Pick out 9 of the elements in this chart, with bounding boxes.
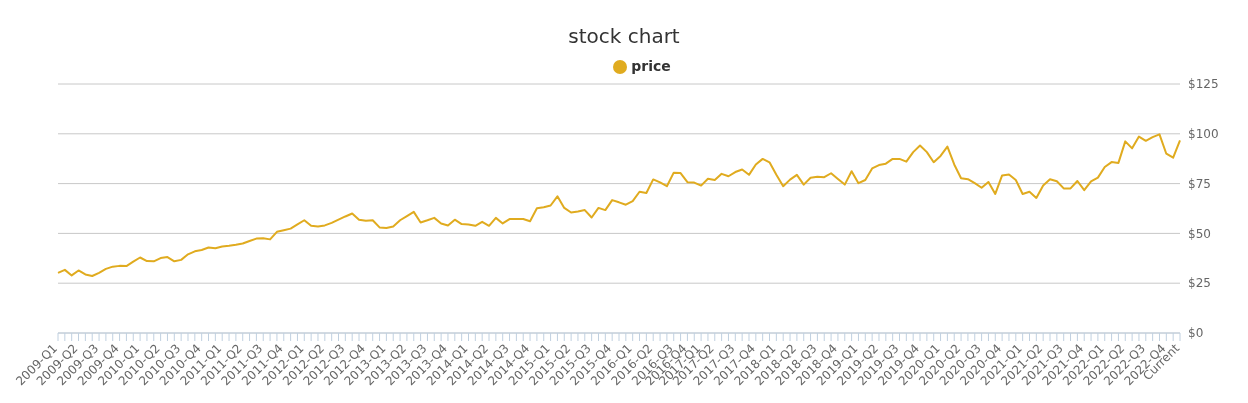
y-tick-label: $0 bbox=[1188, 326, 1204, 341]
line-series bbox=[57, 133, 1181, 278]
chart-title: stock chart bbox=[567, 23, 681, 50]
legend-label: price bbox=[631, 58, 671, 74]
y-tick-label: $100 bbox=[1188, 127, 1219, 142]
y-tick-label: $25 bbox=[1188, 276, 1211, 291]
y-tick-label: $75 bbox=[1188, 176, 1211, 191]
y-tick-label: $50 bbox=[1188, 226, 1211, 241]
y-tick-label: $125 bbox=[1188, 77, 1219, 92]
